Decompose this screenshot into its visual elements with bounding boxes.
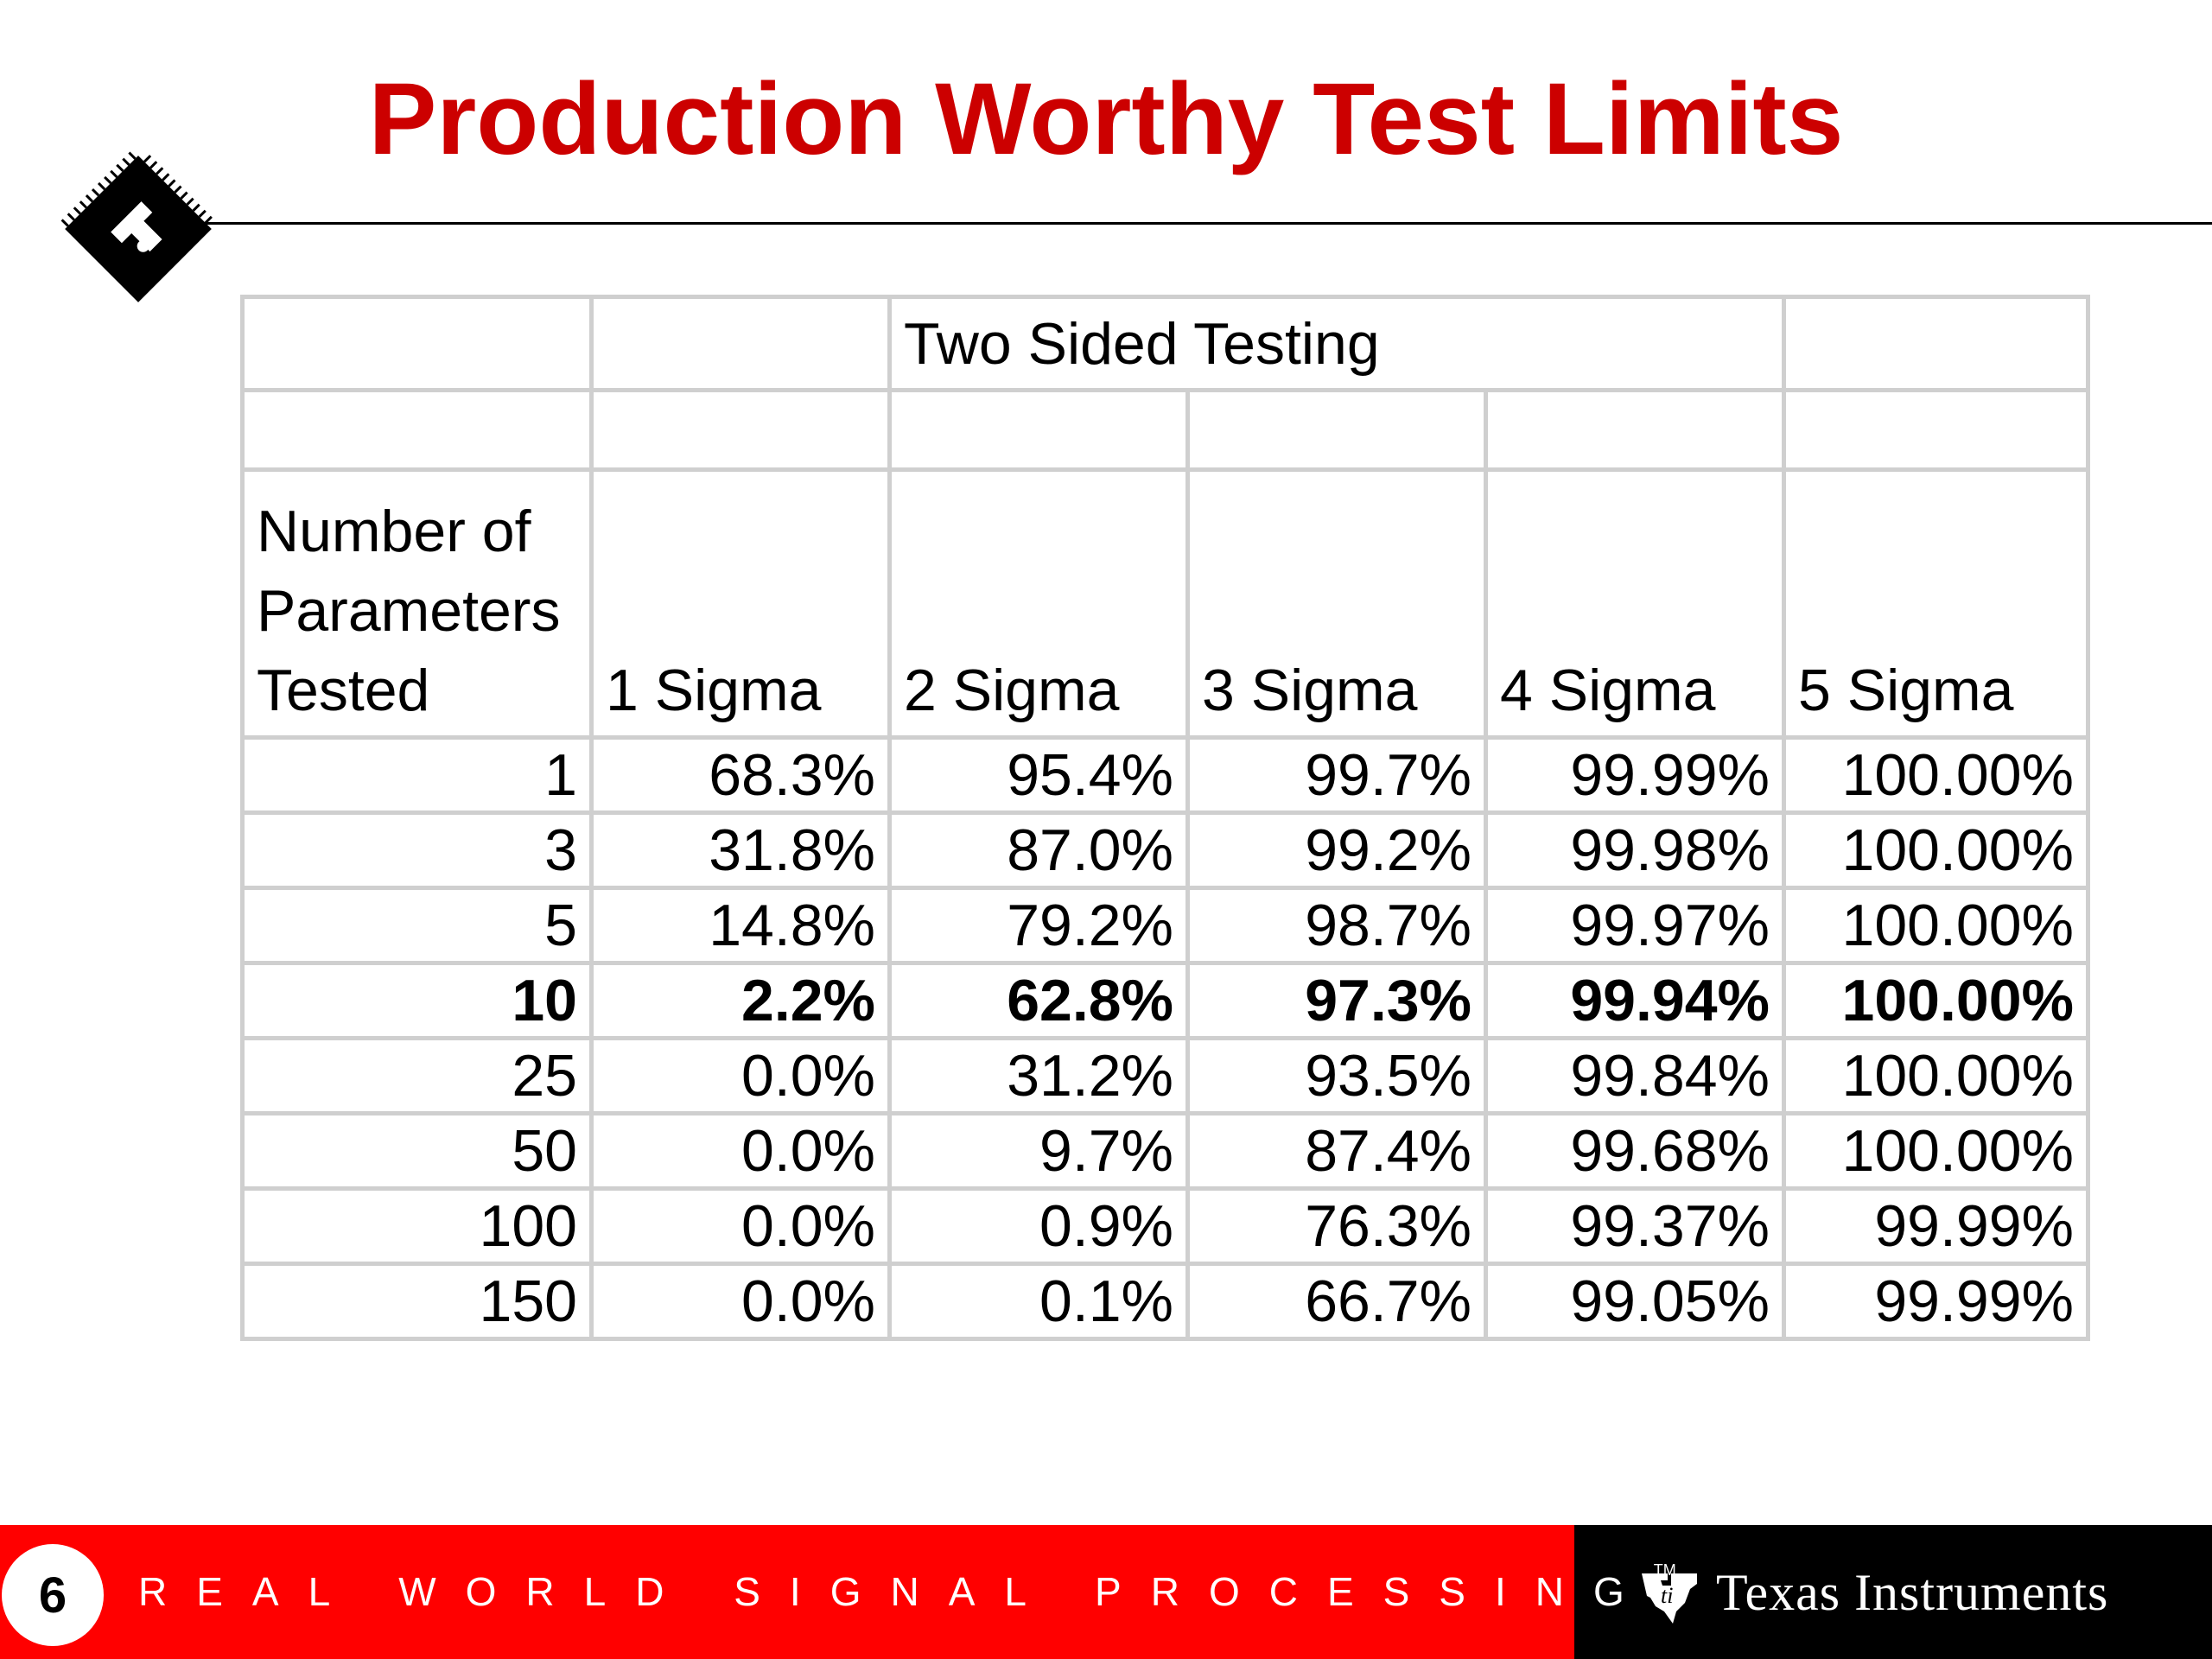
yield-cell: 99.7% [1185, 735, 1488, 815]
yield-cell: 99.94% [1484, 961, 1786, 1040]
parameter-count-cell: 1 [240, 735, 594, 815]
table-row: 100 0.0% 0.9% 76.3% 99.37% 99.99% [240, 1186, 2090, 1266]
yield-cell: 99.99% [1782, 1186, 2090, 1266]
yield-cell: 0.9% [887, 1186, 1190, 1266]
column-header: 2 Sigma [887, 467, 1190, 740]
yield-cell: 100.00% [1782, 1036, 2090, 1116]
column-header: 1 Sigma [589, 467, 892, 740]
yield-cell: 87.4% [1185, 1111, 1488, 1191]
column-header: 5 Sigma [1782, 467, 2090, 740]
ti-logo-icon: ti [1642, 1573, 1697, 1624]
slide-title: Production Worthy Test Limits [368, 62, 1844, 176]
title-divider [199, 222, 2212, 225]
yield-cell: 99.37% [1484, 1186, 1786, 1266]
table-section-row: Two Sided Testing [240, 295, 2090, 392]
yield-cell: 100.00% [1782, 810, 2090, 890]
footer-tagline: REAL WORLD SIGNAL PROCESSINGTM [138, 1561, 1676, 1615]
yield-cell: 62.8% [887, 961, 1190, 1040]
sigma-table: Two Sided Testing Number of Parameters T… [240, 295, 2090, 1341]
yield-cell: 31.2% [887, 1036, 1190, 1116]
yield-cell: 99.98% [1484, 810, 1786, 890]
table-spacer-row [240, 388, 2090, 472]
parameter-count-cell: 100 [240, 1186, 594, 1266]
table-row: 150 0.0% 0.1% 66.7% 99.05% 99.99% [240, 1262, 2090, 1341]
table-row: 25 0.0% 31.2% 93.5% 99.84% 100.00% [240, 1036, 2090, 1116]
yield-cell: 68.3% [589, 735, 892, 815]
yield-cell: 100.00% [1782, 1111, 2090, 1191]
yield-cell: 14.8% [589, 886, 892, 965]
yield-cell: 87.0% [887, 810, 1190, 890]
parameter-count-cell: 10 [240, 961, 594, 1040]
yield-cell: 31.8% [589, 810, 892, 890]
yield-cell: 99.99% [1782, 1262, 2090, 1341]
yield-cell: 99.97% [1484, 886, 1786, 965]
yield-cell: 100.00% [1782, 735, 2090, 815]
yield-cell: 99.05% [1484, 1262, 1786, 1341]
row-header-label: Number of Parameters Tested [240, 467, 594, 740]
parameter-count-cell: 3 [240, 810, 594, 890]
tagline-text: REAL WORLD SIGNAL PROCESSING [138, 1569, 1654, 1614]
table-row: 3 31.8% 87.0% 99.2% 99.98% 100.00% [240, 810, 2090, 890]
yield-cell: 66.7% [1185, 1262, 1488, 1341]
table-row: 1 68.3% 95.4% 99.7% 99.99% 100.00% [240, 735, 2090, 815]
yield-cell: 0.0% [589, 1111, 892, 1191]
yield-cell: 98.7% [1185, 886, 1488, 965]
column-header: 4 Sigma [1484, 467, 1786, 740]
column-header: 3 Sigma [1185, 467, 1488, 740]
yield-cell: 2.2% [589, 961, 892, 1040]
yield-cell: 0.0% [589, 1262, 892, 1341]
table-header-row: Number of Parameters Tested 1 Sigma 2 Si… [240, 467, 2090, 740]
parameter-count-cell: 25 [240, 1036, 594, 1116]
chip-logo-icon [60, 151, 213, 302]
table-row: 10 2.2% 62.8% 97.3% 99.94% 100.00% [240, 961, 2090, 1040]
yield-cell: 95.4% [887, 735, 1190, 815]
footer-red-band [0, 1525, 1574, 1659]
yield-cell: 99.84% [1484, 1036, 1786, 1116]
yield-cell: 100.00% [1782, 961, 2090, 1040]
yield-cell: 9.7% [887, 1111, 1190, 1191]
yield-cell: 99.2% [1185, 810, 1488, 890]
yield-cell: 76.3% [1185, 1186, 1488, 1266]
yield-cell: 100.00% [1782, 886, 2090, 965]
parameter-count-cell: 150 [240, 1262, 594, 1341]
yield-cell: 93.5% [1185, 1036, 1488, 1116]
yield-cell: 99.68% [1484, 1111, 1786, 1191]
yield-cell: 97.3% [1185, 961, 1488, 1040]
yield-cell: 0.0% [589, 1186, 892, 1266]
brand-name: Texas Instruments [1716, 1563, 2109, 1621]
parameter-count-cell: 50 [240, 1111, 594, 1191]
yield-cell: 99.99% [1484, 735, 1786, 815]
section-header: Two Sided Testing [887, 295, 1786, 392]
yield-cell: 0.1% [887, 1262, 1190, 1341]
parameter-count-cell: 5 [240, 886, 594, 965]
yield-cell: 79.2% [887, 886, 1190, 965]
table-row: 5 14.8% 79.2% 98.7% 99.97% 100.00% [240, 886, 2090, 965]
ti-brand: ti Texas Instruments [1635, 1558, 2108, 1627]
svg-text:ti: ti [1661, 1583, 1673, 1608]
footer-bar: 6 REAL WORLD SIGNAL PROCESSINGTM ti Texa… [0, 1525, 2212, 1659]
yield-cell: 0.0% [589, 1036, 892, 1116]
page-number: 6 [2, 1544, 104, 1646]
table-row: 50 0.0% 9.7% 87.4% 99.68% 100.00% [240, 1111, 2090, 1191]
